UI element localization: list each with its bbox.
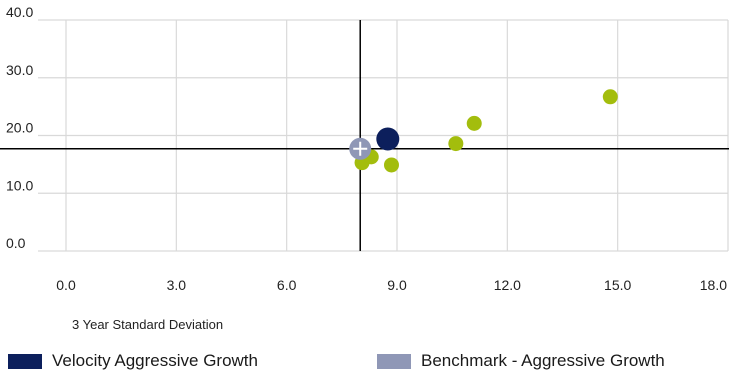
x-tick-label-3: 9.0 bbox=[387, 277, 407, 293]
y-tick-label-1: 10.0 bbox=[6, 177, 33, 193]
y-tick-label-3: 30.0 bbox=[6, 62, 33, 78]
x-tick-label-1: 3.0 bbox=[167, 277, 187, 293]
legend-label-velocity: Velocity Aggressive Growth bbox=[52, 351, 258, 370]
x-tick-label-0: 0.0 bbox=[56, 277, 76, 293]
legend-swatch-benchmark bbox=[377, 353, 411, 369]
data-points bbox=[349, 89, 618, 173]
y-tick-label-0: 0.0 bbox=[6, 235, 26, 251]
peer-point-2 bbox=[383, 157, 399, 173]
x-tick-label-2: 6.0 bbox=[277, 277, 297, 293]
x-axis-ticks: 0.0 3.0 6.0 9.0 12.0 15.0 18.0 bbox=[56, 277, 727, 293]
y-axis-ticks: 0.0 10.0 20.0 30.0 40.0 bbox=[6, 4, 33, 251]
y-tick-label-4: 40.0 bbox=[6, 4, 33, 20]
fund-point bbox=[376, 127, 400, 151]
grid bbox=[38, 19, 729, 252]
scatter-chart: 0.0 10.0 20.0 30.0 40.0 0.0 3.0 6.0 9.0 12.0 15.0… bbox=[0, 4, 729, 293]
peer-point-5 bbox=[602, 89, 618, 105]
x-axis-title: 3 Year Standard Deviation bbox=[72, 317, 224, 332]
legend-label-benchmark: Benchmark - Aggressive Growth bbox=[421, 351, 665, 370]
x-tick-label-6: 18.0 bbox=[700, 277, 727, 293]
legend-swatch-velocity bbox=[8, 353, 42, 369]
legend-item-velocity: Velocity Aggressive Growth bbox=[8, 350, 258, 372]
benchmark-plus-marker bbox=[353, 141, 368, 156]
x-tick-label-4: 12.0 bbox=[494, 277, 521, 293]
peer-point-3 bbox=[448, 136, 464, 152]
legend-item-benchmark: Benchmark - Aggressive Growth bbox=[377, 350, 665, 372]
x-tick-label-5: 15.0 bbox=[604, 277, 631, 293]
peer-point-4 bbox=[466, 115, 482, 131]
y-tick-label-2: 20.0 bbox=[6, 120, 33, 136]
